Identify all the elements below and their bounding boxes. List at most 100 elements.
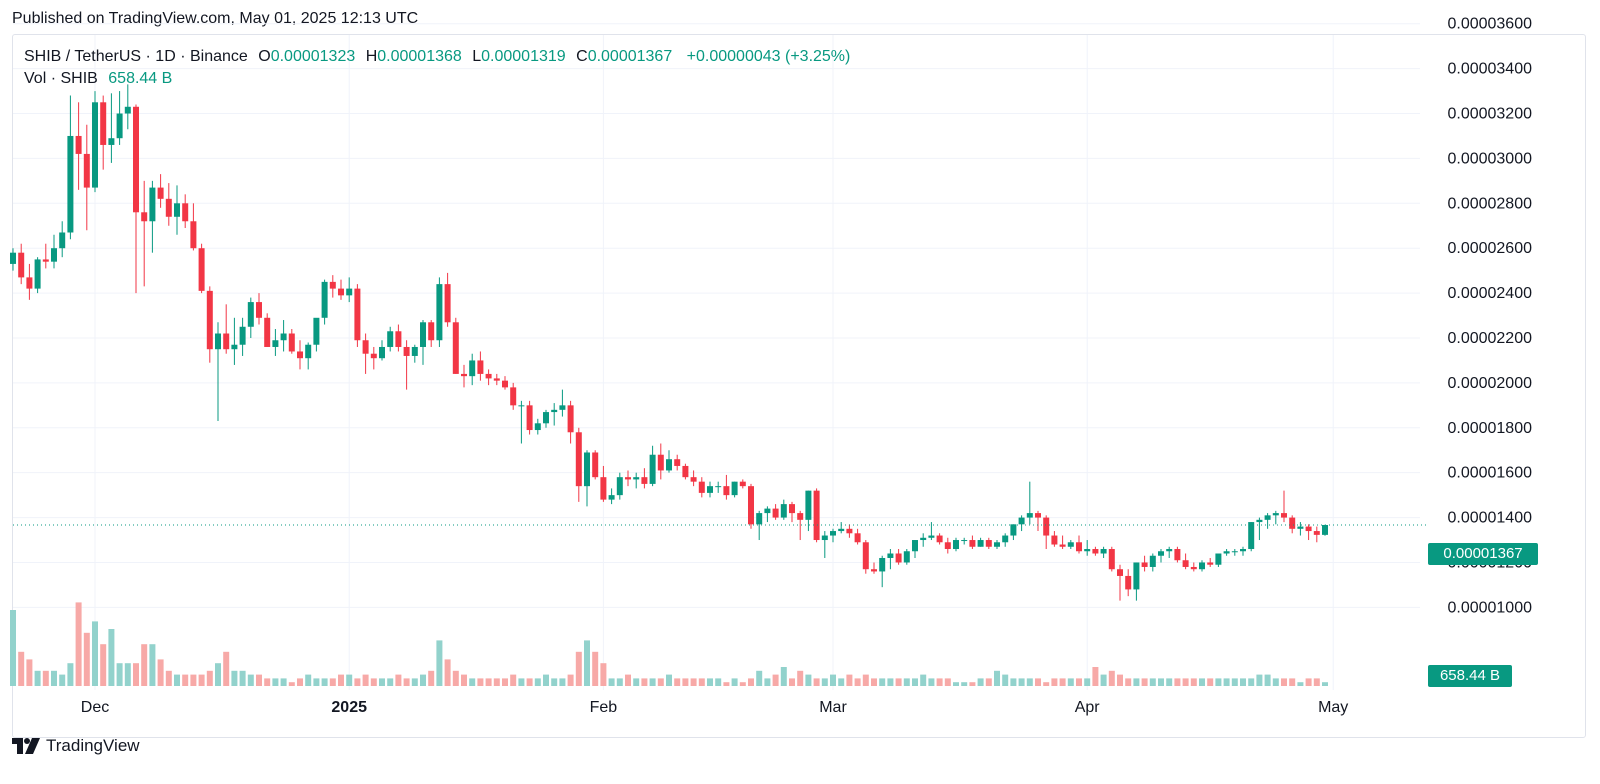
candle-body — [518, 405, 525, 407]
x-tick-label: 2025 — [331, 699, 367, 716]
candle-body — [280, 333, 287, 341]
volume-bar — [461, 674, 467, 686]
volume-bar — [1117, 674, 1123, 686]
candle-body — [772, 508, 779, 518]
legend-close-value: 0.00001367 — [587, 48, 673, 65]
y-tick-label: 0.00002600 — [1447, 240, 1532, 257]
volume-bar — [731, 678, 738, 686]
candle-body — [305, 344, 312, 359]
volume-bar — [789, 678, 795, 686]
candle-body — [1133, 562, 1140, 590]
volume-bar — [903, 678, 910, 686]
volume-bar — [18, 651, 25, 686]
candle-body — [1166, 549, 1173, 552]
candle-body — [862, 542, 869, 570]
candle-body — [1084, 549, 1091, 552]
candle-body — [18, 252, 25, 278]
candle-body — [297, 351, 303, 359]
candle-body — [846, 528, 853, 534]
volume-bar — [198, 674, 205, 686]
legend-volume-label[interactable]: Vol · SHIB — [24, 70, 98, 87]
candle-body — [559, 405, 566, 410]
candle-body — [674, 459, 681, 466]
volume-bar — [690, 678, 697, 686]
volume-bar — [895, 678, 902, 686]
candle-body — [264, 317, 271, 347]
candle-body — [608, 495, 615, 500]
candle-body — [26, 277, 33, 289]
tradingview-logo[interactable]: TradingView — [12, 736, 140, 756]
volume-bar — [436, 640, 443, 686]
candle-body — [288, 333, 295, 352]
y-tick-label: 0.00002200 — [1447, 330, 1532, 347]
x-tick-label: Apr — [1075, 699, 1101, 716]
volume-bar — [215, 663, 221, 686]
y-tick-label: 0.00003600 — [1447, 16, 1532, 33]
volume-bar — [1297, 682, 1304, 686]
volume-bar — [1256, 674, 1263, 686]
volume-bar — [567, 674, 574, 686]
volume-bar — [977, 678, 984, 686]
volume-bar — [969, 682, 976, 686]
volume-bar — [1264, 674, 1271, 686]
volume-bar — [34, 670, 41, 686]
candle-body — [411, 346, 418, 356]
volume-bar — [51, 670, 57, 686]
volume-bar — [944, 678, 951, 686]
candle-body — [690, 477, 697, 482]
legend-volume-row: Vol · SHIB 658.44 B — [24, 68, 850, 90]
volume-bar — [452, 670, 459, 686]
volume-bar — [1035, 678, 1041, 686]
legend-symbol[interactable]: SHIB / TetherUS · 1D · Binance — [24, 48, 248, 65]
y-tick-label: 0.00002400 — [1447, 285, 1532, 302]
volume-bar — [526, 678, 533, 686]
volume-bar — [1149, 678, 1156, 686]
candle-body — [1125, 575, 1132, 590]
volume-bar — [313, 678, 320, 686]
volume-bar — [1313, 678, 1320, 686]
volume-bar — [280, 678, 287, 686]
candle-body — [764, 508, 771, 514]
y-tick-label: 0.00003400 — [1447, 61, 1532, 78]
candle-body — [452, 322, 459, 374]
volume-bar — [666, 674, 672, 686]
volume-bar — [821, 678, 828, 686]
volume-bar — [1133, 678, 1140, 686]
candle-body — [387, 331, 394, 347]
candle-body — [182, 203, 189, 222]
volume-bar — [862, 674, 869, 686]
candle-body — [715, 486, 722, 488]
volume-bar — [264, 678, 271, 686]
published-header: Published on TradingView.com, May 01, 20… — [12, 10, 419, 27]
candle-body — [1002, 535, 1009, 543]
candle-body — [895, 553, 902, 563]
volume-bar — [739, 682, 746, 686]
candle-body — [682, 465, 689, 478]
volume-bar — [715, 678, 722, 686]
candle-body — [977, 540, 984, 547]
candle-body — [149, 187, 156, 222]
candle-body — [723, 486, 730, 496]
candle-body — [1026, 513, 1033, 518]
candle-body — [1051, 535, 1058, 545]
candle-body — [1190, 566, 1197, 570]
candle-body — [657, 454, 664, 471]
volume-bar — [838, 678, 845, 686]
candle-body — [313, 317, 320, 345]
candle-body — [1100, 549, 1107, 554]
volume-bar — [871, 678, 877, 686]
volume-bar — [846, 674, 853, 686]
volume-bar — [116, 663, 123, 686]
volume-bar — [1076, 678, 1082, 686]
chart-frame — [12, 34, 1586, 738]
volume-bar — [518, 678, 525, 686]
volume-bar — [1026, 678, 1033, 686]
volume-bar — [592, 651, 599, 686]
volume-bar — [174, 674, 180, 686]
candle-body — [780, 504, 787, 518]
candle-body — [1313, 531, 1320, 535]
candle-body — [1223, 551, 1230, 554]
volume-bar — [1174, 678, 1181, 686]
y-tick-label: 0.00001000 — [1447, 599, 1532, 616]
